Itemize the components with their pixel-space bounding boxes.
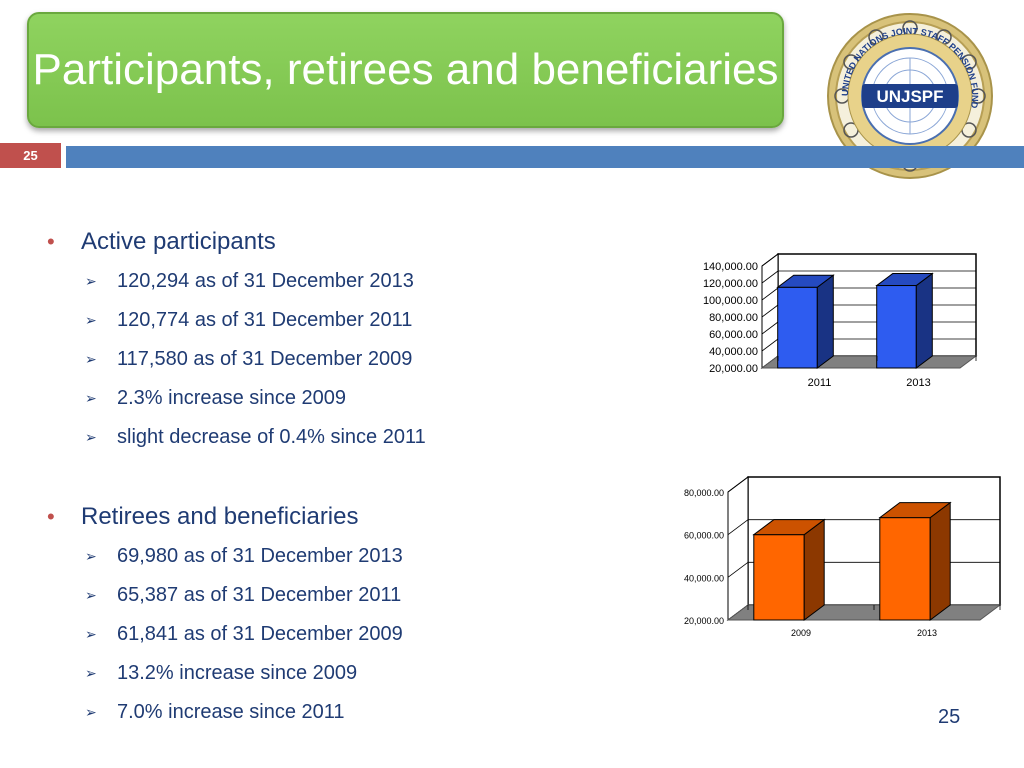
arrow-bullet-icon: ➢: [85, 273, 97, 289]
list-item-text: 69,980 as of 31 December 2013: [117, 545, 403, 567]
chart-bar: [776, 274, 835, 369]
arrow-bullet-icon: ➢: [85, 548, 97, 564]
bar-front: [879, 517, 931, 621]
arrow-bullet-icon: ➢: [85, 665, 97, 681]
list-item: ➢ 2.3% increase since 2009: [45, 379, 605, 418]
y-tick-label: 140,000.00: [703, 261, 758, 273]
chart-bar: [752, 518, 826, 621]
unjspf-logo-icon: UNITED NATIONS JOINT STAFF PENSION FUND …: [827, 13, 993, 179]
header-band: [66, 146, 1024, 168]
chart-side-wall: [727, 476, 749, 621]
arrow-bullet-icon: ➢: [85, 312, 97, 328]
active-participants-chart: 20,000.00 40,000.00 60,000.00 80,000.00 100,…: [703, 253, 978, 389]
y-tick-label: 20,000.00: [709, 363, 758, 375]
bar-front: [876, 285, 917, 369]
page-title: Participants, retirees and beneficiaries: [32, 45, 779, 94]
list-item: ➢ slight decrease of 0.4% since 2011: [45, 418, 605, 457]
slide-number-tag: 25: [0, 143, 61, 168]
bar-side: [803, 518, 825, 621]
list-item-text: 120,774 as of 31 December 2011: [117, 309, 413, 331]
list-item: ➢ 13.2% increase since 2009: [45, 654, 605, 693]
bar-top: [752, 519, 826, 536]
retirees-beneficiaries-chart: 20,000.00 40,000.00 60,000.00 80,000.00 2009…: [684, 476, 1002, 638]
chart-bar: [878, 501, 952, 621]
list-item-text: 13.2% increase since 2009: [117, 662, 358, 684]
chart-bar: [875, 272, 934, 369]
bullet-dot-icon: •: [47, 229, 55, 254]
x-tick-label: 2013: [906, 377, 930, 389]
list-item-text: 117,580 as of 31 December 2009: [117, 348, 413, 370]
bullet-active-participants: • Active participants: [45, 222, 605, 262]
y-tick-label: 80,000.00: [709, 312, 758, 324]
arrow-bullet-icon: ➢: [85, 429, 97, 445]
arrow-bullet-icon: ➢: [85, 351, 97, 367]
gridline: [727, 562, 749, 578]
y-tick-label: 60,000.00: [684, 531, 724, 541]
gridline: [761, 287, 779, 301]
list-item: ➢ 120,774 as of 31 December 2011: [45, 301, 605, 340]
spacer: [45, 457, 605, 497]
title-banner: Participants, retirees and beneficiaries: [27, 12, 784, 128]
x-tick-label: 2013: [917, 628, 937, 638]
y-tick-label: 60,000.00: [709, 329, 758, 341]
list-item-text: 120,294 as of 31 December 2013: [117, 270, 414, 292]
list-item-text: 61,841 as of 31 December 2009: [117, 623, 403, 645]
gridline: [761, 304, 779, 318]
gridline: [761, 338, 779, 352]
list-item: ➢ 120,294 as of 31 December 2013: [45, 262, 605, 301]
bar-side: [816, 274, 834, 369]
bar-top: [776, 274, 835, 288]
bar-top: [878, 502, 952, 519]
bar-front: [753, 534, 805, 621]
y-tick-label: 20,000.00: [684, 616, 724, 626]
bar-front: [777, 286, 818, 369]
bar-side: [915, 272, 933, 369]
gridline: [761, 321, 779, 335]
bullet-heading: Active participants: [81, 228, 276, 255]
list-item: ➢ 65,387 as of 31 December 2011: [45, 576, 605, 615]
x-tick-label: 2009: [791, 628, 811, 638]
y-tick-label: 40,000.00: [709, 346, 758, 358]
arrow-bullet-icon: ➢: [85, 390, 97, 406]
y-tick-label: 80,000.00: [684, 488, 724, 498]
gridline: [761, 270, 779, 284]
list-item-text: 2.3% increase since 2009: [117, 387, 347, 409]
list-item: ➢ 69,980 as of 31 December 2013: [45, 537, 605, 576]
bullet-dot-icon: •: [47, 504, 55, 529]
bullet-heading: Retirees and beneficiaries: [81, 503, 359, 530]
arrow-bullet-icon: ➢: [85, 626, 97, 642]
list-item-text: slight decrease of 0.4% since 2011: [117, 426, 426, 448]
arrow-bullet-icon: ➢: [85, 704, 97, 720]
bar-top: [875, 273, 934, 287]
bar-side: [929, 501, 951, 621]
y-tick-label: 100,000.00: [703, 295, 758, 307]
bullet-retirees-beneficiaries: • Retirees and beneficiaries: [45, 497, 605, 537]
list-item: ➢ 61,841 as of 31 December 2009: [45, 615, 605, 654]
list-item-text: 65,387 as of 31 December 2011: [117, 584, 402, 606]
arrow-bullet-icon: ➢: [85, 587, 97, 603]
list-item: ➢ 117,580 as of 31 December 2009: [45, 340, 605, 379]
gridline: [727, 519, 749, 535]
y-tick-label: 120,000.00: [703, 278, 758, 290]
gridline: [727, 476, 749, 493]
gridline: [761, 253, 779, 267]
page-number: 25: [938, 706, 961, 728]
list-item: ➢ 7.0% increase since 2011: [45, 693, 605, 732]
x-tick-label: 2011: [808, 377, 832, 389]
y-tick-label: 40,000.00: [684, 573, 724, 583]
svg-text:UNJSPF: UNJSPF: [876, 87, 943, 106]
bullet-list: • Active participants ➢ 120,294 as of 31 D…: [45, 222, 605, 732]
list-item-text: 7.0% increase since 2011: [117, 701, 345, 723]
